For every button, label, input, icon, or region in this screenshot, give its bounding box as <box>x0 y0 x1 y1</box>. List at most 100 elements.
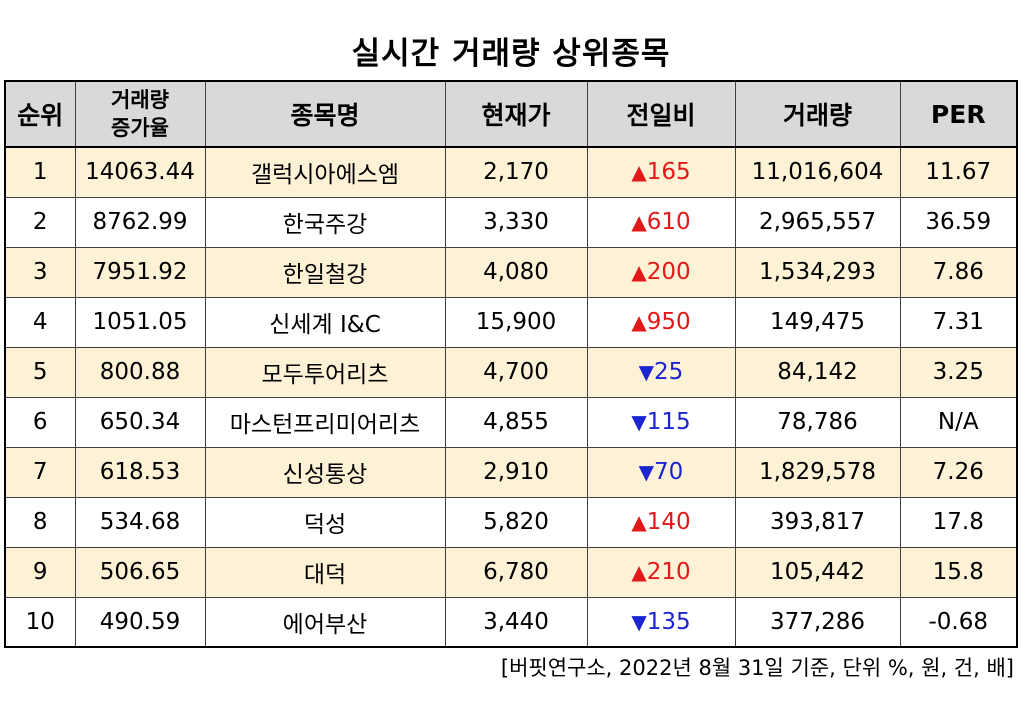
header-volume-increase-line2: 증가율 <box>111 116 169 140</box>
cell-stock-name: 한일철강 <box>204 246 446 298</box>
cell-price: 5,820 <box>444 496 588 548</box>
cell-change: ▼135 <box>586 596 736 648</box>
cell-volume: 2,965,557 <box>734 196 901 248</box>
cell-per: 15.8 <box>899 546 1018 598</box>
page-title: 실시간 거래량 상위종목 <box>351 36 671 72</box>
up-arrow-icon: ▲ <box>631 510 647 534</box>
up-arrow-icon: ▲ <box>631 160 647 185</box>
down-arrow-icon: ▼ <box>631 609 647 634</box>
cell-per: 17.8 <box>899 496 1018 548</box>
cell-rank: 4 <box>4 296 76 348</box>
cell-price: 4,700 <box>444 346 588 398</box>
change-value: 950 <box>646 309 691 335</box>
cell-per: 11.67 <box>899 146 1018 198</box>
table-row: 9 506.65 대덕 6,780 ▲210 105,442 15.8 <box>4 546 1018 598</box>
down-arrow-icon: ▼ <box>631 410 647 434</box>
source-footnote: [버핏연구소, 2022년 8월 31일 기준, 단위 %, 원, 건, 배] <box>500 656 1014 680</box>
change-value: 165 <box>646 159 691 186</box>
cell-rank: 2 <box>4 196 76 248</box>
cell-change: ▲165 <box>586 146 736 198</box>
cell-stock-name: 갤럭시아에스엠 <box>204 146 446 198</box>
header-volume: 거래량 <box>734 80 901 148</box>
table-row: 6 650.34 마스턴프리미어리츠 4,855 ▼115 78,786 N/A <box>4 396 1018 448</box>
cell-volume: 1,534,293 <box>734 246 901 298</box>
up-arrow-icon: ▲ <box>631 260 647 284</box>
change-value: 115 <box>646 409 691 435</box>
cell-rank: 5 <box>4 346 76 398</box>
cell-stock-name: 덕성 <box>204 496 446 548</box>
cell-price: 4,080 <box>444 246 588 298</box>
cell-volume-increase: 7951.92 <box>74 246 206 298</box>
header-change: 전일비 <box>586 80 736 148</box>
stock-table: 순위 거래량 증가율 종목명 현재가 전일비 거래량 PER 1 14063.44… <box>4 80 1018 648</box>
cell-volume-increase: 8762.99 <box>74 196 206 248</box>
up-arrow-icon: ▲ <box>631 310 647 334</box>
cell-volume: 105,442 <box>734 546 901 598</box>
cell-stock-name: 모두투어리츠 <box>204 346 446 398</box>
cell-rank: 6 <box>4 396 76 448</box>
change-value: 610 <box>646 209 691 235</box>
cell-volume-increase: 506.65 <box>74 546 206 598</box>
header-name: 종목명 <box>204 80 446 148</box>
cell-per: -0.68 <box>899 596 1018 648</box>
cell-volume: 84,142 <box>734 346 901 398</box>
cell-volume: 393,817 <box>734 496 901 548</box>
down-arrow-icon: ▼ <box>638 460 655 484</box>
cell-volume-increase: 800.88 <box>74 346 206 398</box>
cell-change: ▲950 <box>586 296 736 348</box>
change-value: 25 <box>654 359 684 385</box>
cell-per: 7.86 <box>899 246 1018 298</box>
table-row: 4 1051.05 신세계 I&C 15,900 ▲950 149,475 7.31 <box>4 296 1018 348</box>
cell-per: 36.59 <box>899 196 1018 248</box>
header-volume-increase-line1: 거래량 <box>111 88 169 112</box>
cell-volume: 377,286 <box>734 596 901 648</box>
cell-change: ▲610 <box>586 196 736 248</box>
cell-rank: 3 <box>4 246 76 298</box>
cell-per: 3.25 <box>899 346 1018 398</box>
change-value: 210 <box>646 559 691 585</box>
cell-rank: 1 <box>4 146 76 198</box>
header-price: 현재가 <box>444 80 588 148</box>
table-row: 8 534.68 덕성 5,820 ▲140 393,817 17.8 <box>4 496 1018 548</box>
table-row: 10 490.59 에어부산 3,440 ▼135 377,286 -0.68 <box>4 596 1018 648</box>
down-arrow-icon: ▼ <box>638 360 655 384</box>
cell-rank: 7 <box>4 446 76 498</box>
header-per: PER <box>899 80 1018 148</box>
cell-price: 2,170 <box>444 146 588 198</box>
cell-volume: 149,475 <box>734 296 901 348</box>
cell-volume-increase: 490.59 <box>74 596 206 648</box>
change-value: 140 <box>646 509 691 535</box>
cell-per: 7.31 <box>899 296 1018 348</box>
table-row: 3 7951.92 한일철강 4,080 ▲200 1,534,293 7.86 <box>4 246 1018 298</box>
cell-change: ▲210 <box>586 546 736 598</box>
table-row: 1 14063.44 갤럭시아에스엠 2,170 ▲165 11,016,604 11.67 <box>4 146 1018 198</box>
cell-volume-increase: 534.68 <box>74 496 206 548</box>
cell-stock-name: 에어부산 <box>204 596 446 648</box>
cell-volume-increase: 618.53 <box>74 446 206 498</box>
cell-price: 15,900 <box>444 296 588 348</box>
header-volume-increase: 거래량 증가율 <box>74 80 206 148</box>
cell-price: 3,330 <box>444 196 588 248</box>
table-row: 7 618.53 신성통상 2,910 ▼70 1,829,578 7.26 <box>4 446 1018 498</box>
table-row: 2 8762.99 한국주강 3,330 ▲610 2,965,557 36.59 <box>4 196 1018 248</box>
cell-stock-name: 신세계 I&C <box>204 296 446 348</box>
cell-stock-name: 신성통상 <box>204 446 446 498</box>
cell-change: ▲140 <box>586 496 736 548</box>
cell-change: ▼25 <box>586 346 736 398</box>
up-arrow-icon: ▲ <box>631 560 647 584</box>
cell-rank: 9 <box>4 546 76 598</box>
table-header-row: 순위 거래량 증가율 종목명 현재가 전일비 거래량 PER <box>4 80 1018 148</box>
header-rank: 순위 <box>4 80 76 148</box>
up-arrow-icon: ▲ <box>631 210 647 234</box>
cell-rank: 10 <box>4 596 76 648</box>
table-row: 5 800.88 모두투어리츠 4,700 ▼25 84,142 3.25 <box>4 346 1018 398</box>
cell-change: ▼70 <box>586 446 736 498</box>
cell-stock-name: 마스턴프리미어리츠 <box>204 396 446 448</box>
cell-volume: 78,786 <box>734 396 901 448</box>
cell-volume-increase: 1051.05 <box>74 296 206 348</box>
cell-change: ▲200 <box>586 246 736 298</box>
table-body: 1 14063.44 갤럭시아에스엠 2,170 ▲165 11,016,604 11.67… <box>4 146 1018 648</box>
cell-change: ▼115 <box>586 396 736 448</box>
cell-volume-increase: 14063.44 <box>74 146 206 198</box>
cell-price: 6,780 <box>444 546 588 598</box>
